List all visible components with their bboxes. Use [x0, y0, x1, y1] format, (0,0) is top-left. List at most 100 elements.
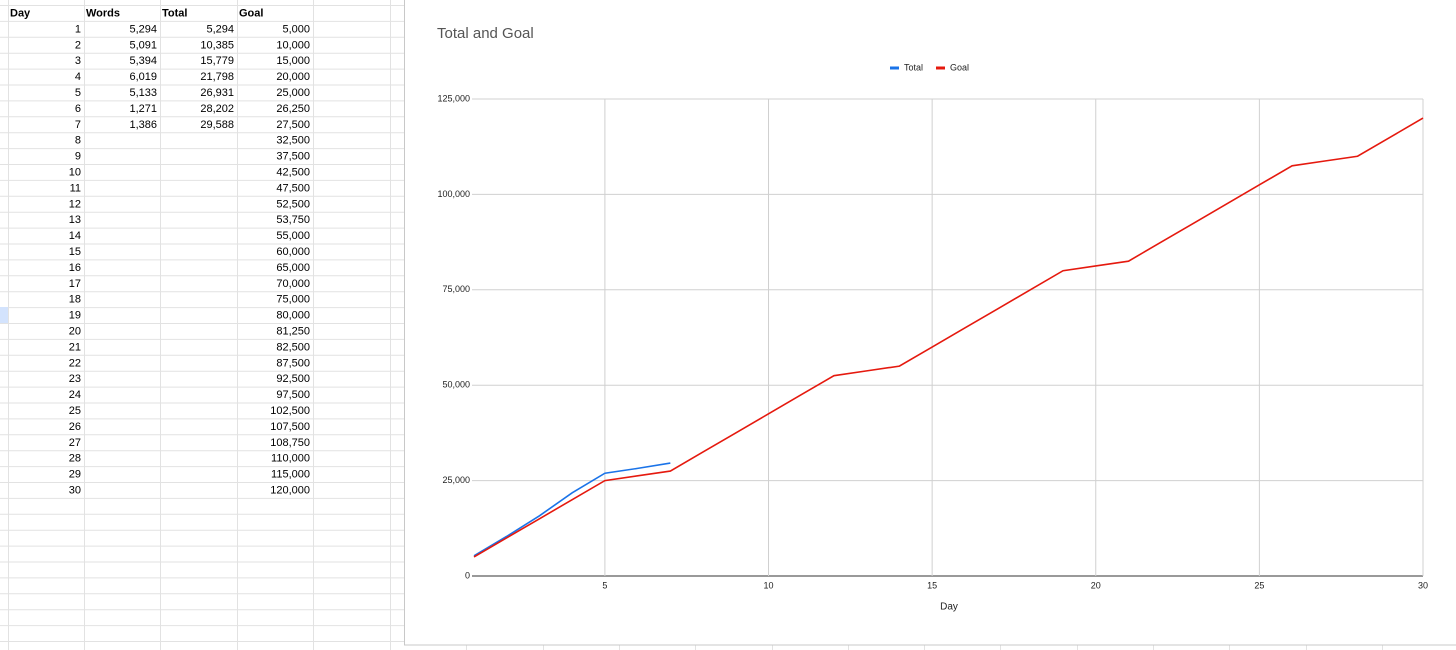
cell: 5,133	[129, 87, 157, 99]
cell: 65,000	[276, 262, 310, 274]
cell: 1	[75, 23, 81, 35]
cell: 16	[69, 262, 81, 274]
cell: 27	[69, 437, 81, 449]
cell: 17	[69, 278, 81, 290]
cell: 25,000	[276, 87, 310, 99]
cell: 15,000	[276, 55, 310, 67]
cell: 25	[69, 405, 81, 417]
x-tick-label: 20	[1091, 580, 1101, 590]
cell: 14	[69, 230, 81, 242]
cell: 29,588	[200, 119, 234, 131]
y-tick-label: 100,000	[437, 189, 470, 199]
x-tick-label: 5	[602, 580, 607, 590]
cell: 5,091	[129, 39, 157, 51]
legend-label: Goal	[950, 62, 969, 72]
cell: 60,000	[276, 246, 310, 258]
chart-title: Total and Goal	[437, 25, 534, 42]
cell: 108,750	[270, 437, 310, 449]
x-axis-label: Day	[940, 602, 958, 613]
cell: 4	[75, 71, 81, 83]
column-header: Day	[10, 7, 31, 19]
cell: 5,294	[206, 23, 234, 35]
cell: 5,294	[129, 23, 157, 35]
cell: 30	[69, 485, 81, 497]
cell: 6	[75, 103, 81, 115]
cell: 7	[75, 119, 81, 131]
cell: 11	[70, 182, 81, 194]
x-tick-label: 30	[1418, 580, 1428, 590]
cell: 13	[69, 214, 81, 226]
cell: 55,000	[276, 230, 310, 242]
cell: 26,250	[276, 103, 310, 115]
cell: 115,000	[271, 469, 310, 481]
cell: 5,000	[282, 23, 310, 35]
legend-label: Total	[904, 62, 923, 72]
cell: 27,500	[276, 119, 310, 131]
chart-panel	[404, 0, 1456, 646]
cell: 20	[69, 326, 81, 338]
column-header: Words	[86, 7, 120, 19]
cell: 97,500	[276, 389, 310, 401]
cell: 70,000	[276, 278, 310, 290]
x-tick-label: 25	[1254, 580, 1264, 590]
cell: 8	[75, 135, 81, 147]
cell: 26,931	[200, 87, 234, 99]
cell: 24	[69, 389, 81, 401]
cell: 81,250	[276, 326, 310, 338]
y-tick-label: 125,000	[437, 93, 470, 103]
cell: 52,500	[276, 198, 310, 210]
cell: 3	[75, 55, 81, 67]
row-highlight	[0, 307, 8, 323]
y-tick-label: 25,000	[442, 475, 470, 485]
cell: 87,500	[276, 357, 310, 369]
cell: 82,500	[276, 341, 310, 353]
column-header: Goal	[239, 7, 263, 19]
series-line	[473, 117, 1424, 558]
y-tick-label: 75,000	[442, 284, 470, 294]
cell: 19	[69, 310, 81, 322]
cell: 120,000	[270, 485, 310, 497]
y-tick-label: 50,000	[442, 380, 470, 390]
cell: 107,500	[270, 421, 310, 433]
cell: 10	[69, 167, 81, 179]
cell: 15	[69, 246, 81, 258]
cell: 2	[75, 39, 81, 51]
cell: 26	[69, 421, 81, 433]
cell: 12	[69, 198, 81, 210]
cell: 28	[69, 453, 81, 465]
cell: 28,202	[200, 103, 234, 115]
cell: 10,385	[200, 39, 234, 51]
cell: 32,500	[276, 135, 310, 147]
cell: 23	[69, 373, 81, 385]
cell: 15,779	[200, 55, 234, 67]
cell: 6,019	[129, 71, 157, 83]
cell: 1,271	[129, 103, 157, 115]
chart: Total and Goal Day 0 25,000 50,000 75,000 10…	[437, 25, 1428, 613]
cell: 92,500	[276, 373, 310, 385]
cell: 75,000	[276, 294, 310, 306]
series-line	[473, 462, 671, 557]
y-tick-label: 0	[465, 570, 470, 580]
x-tick-label: 15	[927, 580, 937, 590]
cell: 102,500	[270, 405, 310, 417]
cell: 29	[69, 469, 81, 481]
sheet-cells: Day Words Total Goal 1 5,294 5,294 5,000 2 5,091 1…	[10, 7, 310, 496]
cell: 20,000	[276, 71, 310, 83]
cell: 18	[69, 294, 81, 306]
cell: 5	[75, 87, 81, 99]
cell: 37,500	[276, 151, 310, 163]
cell: 42,500	[276, 167, 310, 179]
cell: 21	[69, 341, 81, 353]
cell: 9	[75, 151, 81, 163]
cell: 80,000	[276, 310, 310, 322]
cell: 10,000	[276, 39, 310, 51]
cell: 47,500	[276, 182, 310, 194]
x-tick-label: 10	[764, 580, 774, 590]
cell: 1,386	[129, 119, 157, 131]
cell: 21,798	[200, 71, 234, 83]
column-header: Total	[162, 7, 187, 19]
cell: 53,750	[276, 214, 310, 226]
cell: 110,000	[271, 453, 310, 465]
